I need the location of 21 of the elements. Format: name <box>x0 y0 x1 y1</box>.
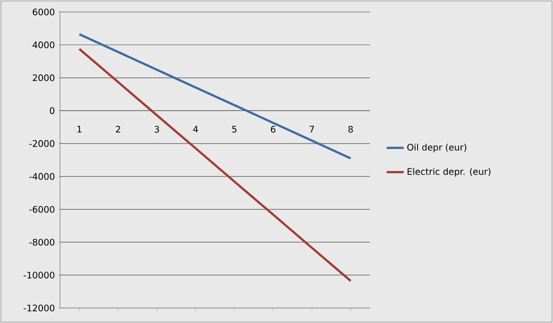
x-tick-label: 2 <box>116 126 120 133</box>
y-tick-label: -4000 <box>29 173 54 180</box>
legend-label: Oil depr (eur) <box>407 144 466 152</box>
x-tick-label: 3 <box>154 126 160 133</box>
legend-label: Electric depr. (eur) <box>408 168 490 177</box>
y-tick-label: 6000 <box>32 8 54 16</box>
y-tick-label: -2000 <box>29 140 54 147</box>
x-tick-label: 4 <box>193 126 198 132</box>
y-tick-label: -6000 <box>29 206 54 213</box>
y-tick-label: 4000 <box>32 41 54 48</box>
line-series <box>78 48 352 282</box>
y-tick-label: -8000 <box>29 238 54 246</box>
x-tick-label: 7 <box>310 126 314 132</box>
y-tick-label: 0 <box>50 107 54 114</box>
x-tick-label: 8 <box>348 126 353 133</box>
x-tick-label: 6 <box>270 126 276 133</box>
y-tick-label: -12000 <box>24 304 54 312</box>
y-tick-label: 2000 <box>32 74 54 82</box>
x-tick-label: 5 <box>232 126 236 133</box>
x-tick-label: 1 <box>78 126 82 132</box>
y-tick-label: -10000 <box>24 272 54 278</box>
